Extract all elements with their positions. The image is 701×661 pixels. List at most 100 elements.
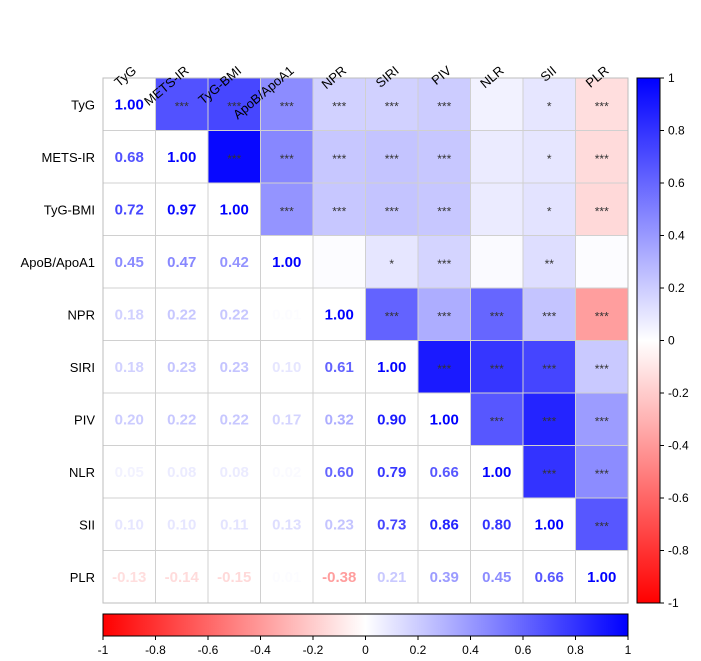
cell-fill (365, 287, 419, 341)
cell-TyG-BMI-TyG-BMI: 1.00 (207, 182, 261, 236)
colorbar-tick-label: -0.8 (668, 544, 689, 558)
cell-NPR-TyG-BMI: 0.22 (207, 287, 261, 341)
cell-SII-SIRI: 0.73 (365, 497, 419, 551)
heatmap-border (102, 77, 629, 604)
cell-SII-SII: 1.00 (522, 497, 576, 551)
coefficient-label: 0.42 (220, 254, 249, 271)
coefficient-label: 0.97 (167, 201, 196, 218)
cell-SIRI-PLR: *** (575, 340, 629, 394)
cell-TyG-PLR: *** (575, 77, 629, 131)
cell-fill (365, 77, 419, 131)
cell-NLR-SII: *** (522, 445, 576, 499)
cell-fill (207, 392, 261, 446)
significance-stars: *** (227, 152, 241, 166)
cell-PLR-ApoB/ApoA1: 0.01 (260, 550, 314, 604)
significance-stars: *** (490, 414, 504, 428)
cell-NLR-ApoB/ApoA1: 0.02 (260, 445, 314, 499)
cell-PLR-NPR: -0.38 (312, 550, 366, 604)
coefficient-label: 0.23 (325, 516, 354, 533)
cell-TyG-BMI-NLR (470, 182, 524, 236)
cell-SIRI-METS-IR: 0.23 (155, 340, 209, 394)
cell-fill (522, 130, 576, 184)
coefficient-label: 0.66 (430, 464, 459, 481)
heatmap-cells: 1.00 *** *** *** *** *** *** * ***0.68 1.00 *** ***… (102, 77, 629, 604)
coefficient-label: 1.00 (377, 359, 406, 376)
cell-SIRI-TyG: 0.18 (102, 340, 156, 394)
cell-TyG-BMI-NPR: *** (312, 182, 366, 236)
significance-stars: *** (542, 467, 556, 481)
cell-NLR-PLR: *** (575, 445, 629, 499)
cell-PIV-SIRI: 0.90 (365, 392, 419, 446)
colorbar-tick-label: -0.8 (145, 643, 166, 657)
cell-fill (207, 235, 261, 289)
cell-fill (260, 340, 314, 394)
significance-stars: *** (437, 309, 451, 323)
coefficient-label: 0.80 (482, 516, 511, 533)
cell-PIV-NPR: 0.32 (312, 392, 366, 446)
cell-SII-NLR: 0.80 (470, 497, 524, 551)
cell-PIV-ApoB/ApoA1: 0.17 (260, 392, 314, 446)
cell-ApoB/ApoA1-METS-IR: 0.47 (155, 235, 209, 289)
cell-TyG-PIV: *** (417, 77, 471, 131)
cell-fill (155, 445, 209, 499)
coefficient-label: 0.61 (325, 359, 354, 376)
colorbar-tick-label: -0.4 (668, 439, 689, 453)
cell-METS-IR-SIRI: *** (365, 130, 419, 184)
cell-NLR-SIRI: 0.79 (365, 445, 419, 499)
cell-SII-PLR: *** (575, 497, 629, 551)
row-label: SII (79, 517, 95, 532)
cell-fill (102, 130, 156, 184)
significance-stars: *** (437, 257, 451, 271)
cell-fill (312, 497, 366, 551)
cell-METS-IR-SII: * (522, 130, 576, 184)
cell-fill (207, 287, 261, 341)
cell-ApoB/ApoA1-NLR (470, 235, 524, 289)
cell-TyG-NLR (470, 77, 524, 131)
colorbar-tick-label: 0.8 (567, 643, 584, 657)
significance-stars: ** (545, 257, 555, 271)
coefficient-label: 0.68 (115, 149, 144, 166)
cell-fill (102, 550, 156, 604)
cell-SIRI-SII: *** (522, 340, 576, 394)
cell-SIRI-PIV: *** (417, 340, 471, 394)
row-label: PIV (74, 412, 95, 427)
significance-stars: *** (280, 99, 294, 113)
coefficient-label: 0.86 (430, 516, 459, 533)
cell-fill (417, 392, 471, 446)
significance-stars: *** (595, 152, 609, 166)
colorbar-tick-label: -0.6 (198, 643, 219, 657)
coefficient-label: 0.73 (377, 516, 406, 533)
coefficient-label: 0.18 (115, 306, 144, 323)
coefficient-label: 1.00 (272, 254, 301, 271)
row-label: ApoB/ApoA1 (21, 255, 95, 270)
cell-PIV-METS-IR: 0.22 (155, 392, 209, 446)
cell-fill (365, 182, 419, 236)
cell-METS-IR-PIV: *** (417, 130, 471, 184)
cell-fill (575, 287, 629, 341)
colorbar-tick-label: 0.4 (462, 643, 479, 657)
cell-fill (155, 182, 209, 236)
significance-stars: *** (437, 99, 451, 113)
coefficient-label: 0.10 (115, 516, 144, 533)
cell-fill (417, 445, 471, 499)
coefficient-label: 1.00 (167, 149, 196, 166)
significance-stars: *** (542, 414, 556, 428)
cell-TyG-BMI-PLR: *** (575, 182, 629, 236)
cell-fill (522, 340, 576, 394)
coefficient-label: 1.00 (115, 96, 144, 113)
cell-NLR-TyG: 0.05 (102, 445, 156, 499)
cell-fill (260, 497, 314, 551)
coefficient-label: 0.22 (220, 306, 249, 323)
colorbar-right: 1 0.8 0.6 0.4 0.2 0 -0.2 -0.4 -0.6 -0.8 -1 (636, 71, 689, 610)
cell-fill (522, 550, 576, 604)
cell-PIV-TyG: 0.20 (102, 392, 156, 446)
coefficient-label: 0.05 (115, 464, 144, 481)
significance-stars: *** (437, 204, 451, 218)
cell-fill (207, 130, 261, 184)
cell-PLR-TyG: -0.13 (102, 550, 156, 604)
significance-stars: *** (385, 152, 399, 166)
colorbar-tick-label: 1 (625, 643, 632, 657)
significance-stars: *** (490, 362, 504, 376)
significance-stars: * (547, 99, 552, 113)
cell-PLR-METS-IR: -0.14 (155, 550, 209, 604)
